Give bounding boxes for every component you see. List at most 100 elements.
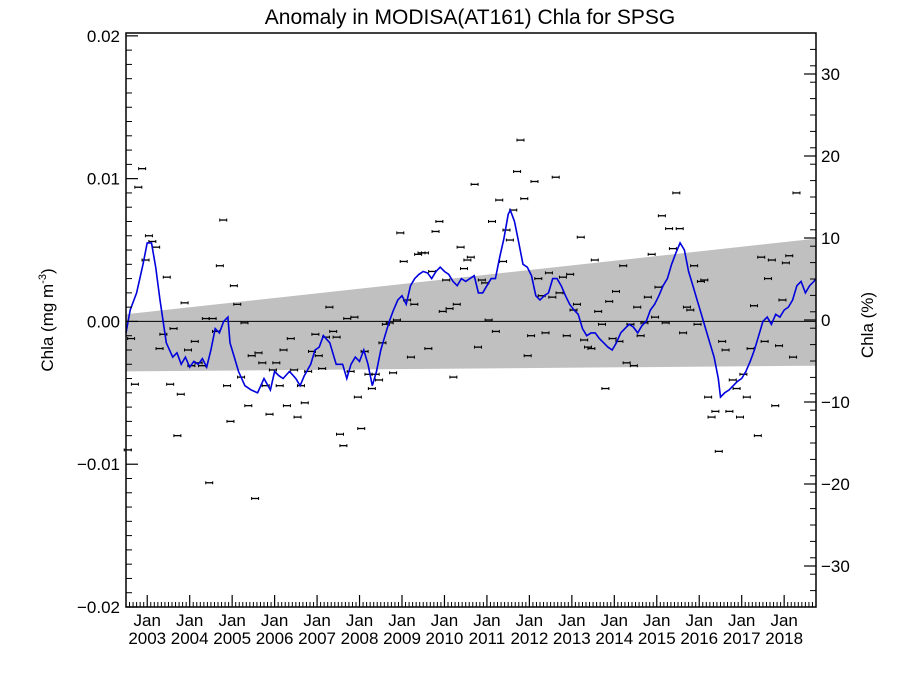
data-point: [318, 367, 327, 371]
data-point: [127, 337, 136, 341]
data-point: [190, 339, 199, 343]
data-point: [527, 334, 536, 338]
data-point: [488, 219, 497, 223]
y2-tick-label: −20: [821, 475, 850, 494]
data-point: [424, 347, 433, 351]
data-point: [484, 318, 493, 322]
data-point: [675, 227, 684, 231]
y-tick-label: −0.02: [77, 598, 120, 617]
data-point: [707, 415, 716, 419]
chart-title: Anomaly in MODISA(AT161) Chla for SPSG: [265, 6, 675, 29]
data-point: [396, 231, 405, 235]
data-point: [601, 387, 610, 391]
data-point: [612, 289, 621, 293]
data-point: [286, 337, 295, 341]
y2-tick-label: −10: [821, 393, 850, 412]
x-tick-month-label: Jan: [176, 611, 203, 630]
data-point: [130, 382, 139, 386]
data-point: [764, 277, 773, 281]
x-tick-month-label: Jan: [558, 611, 585, 630]
x-tick-year-label: 2010: [426, 629, 464, 648]
data-point: [389, 371, 398, 375]
x-axis: Jan2003Jan2004Jan2005Jan2006Jan2007Jan20…: [125, 595, 817, 648]
data-point: [353, 395, 362, 399]
y-tick-label: 0.00: [87, 312, 120, 331]
y-axis-right: −30 −20 −10 0 10 20 30: [804, 32, 850, 608]
data-point: [665, 227, 674, 231]
x-tick-year-label: 2017: [723, 629, 761, 648]
y-axis-label: Chla (mg m-3): [37, 268, 57, 371]
y-tick-label: 0.01: [87, 170, 120, 189]
data-point: [169, 327, 178, 331]
data-point: [647, 252, 656, 256]
data-point: [502, 228, 511, 232]
data-point: [580, 338, 589, 342]
y2-axis-label: Chla (%): [858, 292, 877, 358]
x-tick-month-label: Jan: [388, 611, 415, 630]
data-point: [275, 384, 284, 388]
data-point: [290, 368, 299, 372]
data-point: [254, 351, 263, 355]
x-tick-year-label: 2009: [383, 629, 421, 648]
x-tick-month-label: Jan: [346, 611, 373, 630]
data-point: [466, 255, 475, 259]
x-tick-month-label: Jan: [431, 611, 458, 630]
data-point: [619, 264, 628, 268]
data-point: [792, 191, 801, 195]
data-point: [781, 261, 790, 265]
data-point: [636, 334, 645, 338]
data-point: [176, 392, 185, 396]
data-point: [410, 302, 419, 306]
data-point: [233, 302, 242, 306]
data-point: [629, 364, 638, 368]
y-axis-left: −0.02 −0.01 0.00 0.01 0.02: [77, 27, 138, 617]
data-point: [721, 348, 730, 352]
data-point: [690, 264, 699, 268]
y2-tick-label: 30: [821, 65, 840, 84]
data-point: [551, 175, 560, 179]
x-tick-month-label: Jan: [303, 611, 330, 630]
data-point: [771, 404, 780, 408]
data-point: [633, 305, 642, 309]
data-point: [325, 305, 334, 309]
data-point: [757, 255, 766, 259]
data-point: [449, 375, 458, 379]
data-point: [332, 335, 341, 339]
x-tick-year-label: 2007: [298, 629, 336, 648]
data-point: [367, 387, 376, 391]
data-point: [785, 254, 794, 258]
data-point: [223, 384, 232, 388]
data-point: [392, 318, 401, 322]
x-tick-year-label: 2011: [469, 629, 506, 648]
x-tick-month-label: Jan: [770, 611, 797, 630]
data-point: [244, 404, 253, 408]
data-point: [300, 401, 309, 405]
data-point: [700, 278, 709, 282]
data-point: [226, 419, 235, 423]
data-point: [474, 345, 483, 349]
data-point: [258, 361, 267, 365]
data-point: [775, 344, 784, 348]
data-point: [742, 395, 751, 399]
data-point: [138, 167, 147, 171]
data-point: [530, 179, 539, 183]
data-point: [534, 277, 543, 281]
x-tick-year-label: 2012: [510, 629, 548, 648]
data-point: [134, 185, 143, 189]
data-point: [265, 412, 274, 416]
data-point: [375, 378, 384, 382]
data-point: [282, 404, 291, 408]
data-point: [767, 258, 776, 262]
data-point: [438, 309, 447, 313]
data-point: [173, 434, 182, 438]
x-tick-year-label: 2015: [638, 629, 676, 648]
data-point: [279, 348, 288, 352]
data-point: [605, 299, 614, 303]
x-tick-month-label: Jan: [686, 611, 713, 630]
data-point: [682, 305, 691, 309]
x-tick-year-label: 2005: [213, 629, 251, 648]
x-tick-year-label: 2016: [680, 629, 718, 648]
data-point: [725, 409, 734, 413]
